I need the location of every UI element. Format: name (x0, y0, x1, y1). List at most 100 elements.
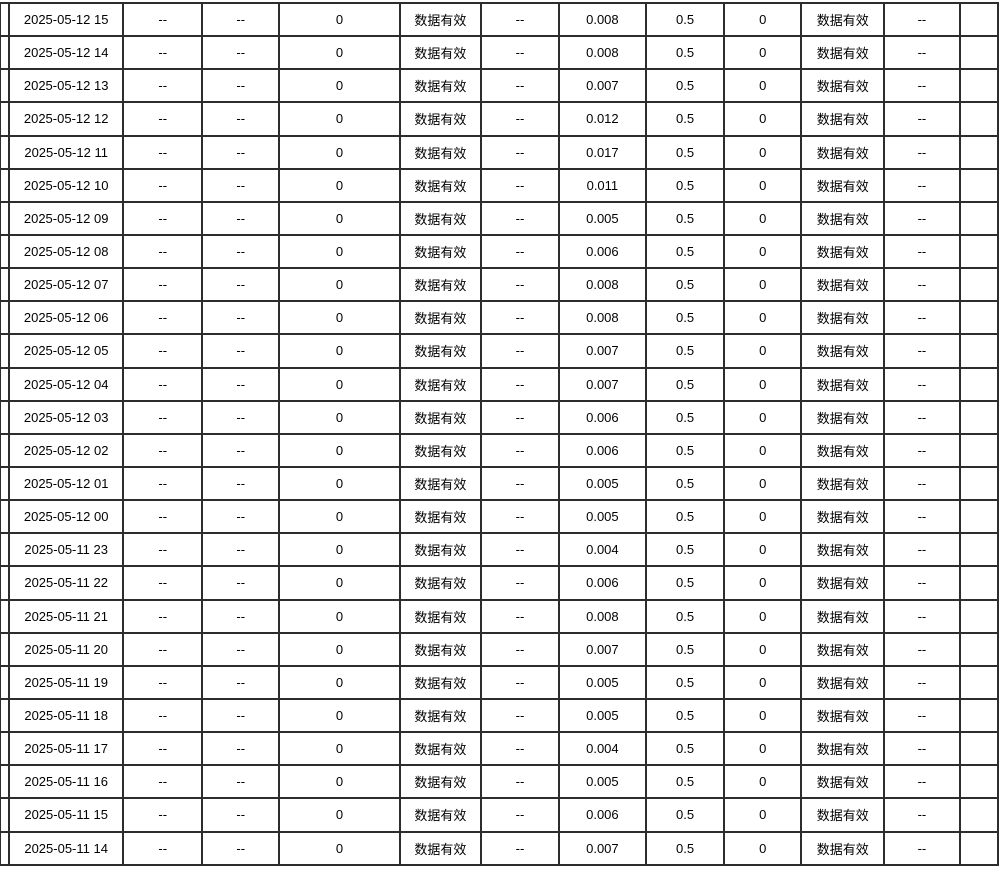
value-cell-8: -- (883, 399, 961, 435)
value-cell-7: 0 (723, 134, 803, 170)
value-cell-7: 0 (723, 333, 803, 369)
clipped-cell-right (958, 499, 1000, 535)
status-cell-1: 数据有效 (398, 499, 483, 535)
status-cell-1: 数据有效 (398, 631, 483, 667)
value-cell-6: 0.5 (645, 399, 726, 435)
status-cell-2: 数据有效 (800, 764, 886, 800)
status-cell-2: 数据有效 (800, 830, 886, 866)
value-cell-4: -- (480, 465, 560, 502)
clipped-cell-right (958, 1, 1000, 38)
value-cell-7: 0 (723, 101, 803, 137)
clipped-cell-left (0, 664, 10, 700)
value-cell-5: 0.005 (557, 499, 648, 535)
value-cell-3: 0 (278, 200, 401, 236)
value-cell-3: 0 (278, 697, 401, 734)
value-cell-7: 0 (723, 366, 803, 402)
clipped-cell-right (958, 697, 1000, 734)
value-cell-8: -- (883, 233, 961, 270)
clipped-cell-left (0, 68, 10, 104)
value-cell-8: -- (883, 797, 961, 833)
clipped-cell-right (958, 134, 1000, 170)
status-cell-2: 数据有效 (800, 797, 886, 833)
value-cell-7: 0 (723, 631, 803, 667)
value-cell-6: 0.5 (645, 300, 726, 336)
status-cell-1: 数据有效 (398, 233, 483, 270)
value-cell-2: -- (200, 631, 281, 667)
value-cell-7: 0 (723, 200, 803, 236)
status-cell-2: 数据有效 (800, 499, 886, 535)
value-cell-7: 0 (723, 499, 803, 535)
value-cell-5: 0.008 (557, 1, 648, 38)
value-cell-5: 0.004 (557, 532, 648, 568)
value-cell-2: -- (200, 499, 281, 535)
status-cell-2: 数据有效 (800, 532, 886, 568)
table-row: 2025-05-11 22 -- -- 0 数据有效 -- 0.006 0.5 … (0, 565, 1000, 601)
table-row: 2025-05-11 19 -- -- 0 数据有效 -- 0.005 0.5 … (0, 664, 1000, 700)
value-cell-4: -- (480, 797, 560, 833)
value-cell-2: -- (200, 565, 281, 601)
timestamp-cell: 2025-05-11 14 (7, 830, 125, 866)
status-cell-1: 数据有效 (398, 731, 483, 767)
value-cell-1: -- (122, 1, 203, 38)
status-cell-1: 数据有效 (398, 465, 483, 502)
table-row: 2025-05-11 15 -- -- 0 数据有效 -- 0.006 0.5 … (0, 797, 1000, 833)
value-cell-2: -- (200, 664, 281, 700)
timestamp-cell: 2025-05-11 23 (7, 532, 125, 568)
status-cell-1: 数据有效 (398, 598, 483, 634)
status-cell-2: 数据有效 (800, 432, 886, 468)
status-cell-1: 数据有效 (398, 200, 483, 236)
value-cell-6: 0.5 (645, 664, 726, 700)
value-cell-1: -- (122, 167, 203, 203)
value-cell-4: -- (480, 432, 560, 468)
table-row: 2025-05-12 06 -- -- 0 数据有效 -- 0.008 0.5 … (0, 300, 1000, 336)
clipped-cell-left (0, 797, 10, 833)
value-cell-3: 0 (278, 399, 401, 435)
value-cell-8: -- (883, 35, 961, 71)
value-cell-2: -- (200, 598, 281, 634)
value-cell-8: -- (883, 465, 961, 502)
status-cell-2: 数据有效 (800, 631, 886, 667)
value-cell-3: 0 (278, 267, 401, 303)
value-cell-6: 0.5 (645, 233, 726, 270)
value-cell-2: -- (200, 764, 281, 800)
status-cell-1: 数据有效 (398, 333, 483, 369)
value-cell-8: -- (883, 333, 961, 369)
value-cell-6: 0.5 (645, 631, 726, 667)
value-cell-5: 0.017 (557, 134, 648, 170)
timestamp-cell: 2025-05-12 03 (7, 399, 125, 435)
timestamp-cell: 2025-05-12 15 (7, 1, 125, 38)
status-cell-2: 数据有效 (800, 68, 886, 104)
value-cell-7: 0 (723, 830, 803, 866)
clipped-cell-right (958, 565, 1000, 601)
table-row: 2025-05-12 11 -- -- 0 数据有效 -- 0.017 0.5 … (0, 134, 1000, 170)
clipped-cell-right (958, 631, 1000, 667)
value-cell-3: 0 (278, 631, 401, 667)
clipped-cell-left (0, 432, 10, 468)
value-cell-7: 0 (723, 68, 803, 104)
value-cell-2: -- (200, 200, 281, 236)
value-cell-5: 0.008 (557, 300, 648, 336)
clipped-cell-left (0, 731, 10, 767)
status-cell-2: 数据有效 (800, 399, 886, 435)
value-cell-8: -- (883, 631, 961, 667)
value-cell-1: -- (122, 68, 203, 104)
timestamp-cell: 2025-05-11 18 (7, 697, 125, 734)
status-cell-1: 数据有效 (398, 1, 483, 38)
value-cell-4: -- (480, 532, 560, 568)
status-cell-1: 数据有效 (398, 565, 483, 601)
value-cell-4: -- (480, 830, 560, 866)
value-cell-1: -- (122, 101, 203, 137)
table-row: 2025-05-11 17 -- -- 0 数据有效 -- 0.004 0.5 … (0, 731, 1000, 767)
value-cell-1: -- (122, 465, 203, 502)
value-cell-3: 0 (278, 598, 401, 634)
value-cell-8: -- (883, 565, 961, 601)
timestamp-cell: 2025-05-12 00 (7, 499, 125, 535)
value-cell-5: 0.005 (557, 764, 648, 800)
timestamp-cell: 2025-05-12 06 (7, 300, 125, 336)
value-cell-7: 0 (723, 300, 803, 336)
status-cell-2: 数据有效 (800, 333, 886, 369)
value-cell-2: -- (200, 101, 281, 137)
value-cell-7: 0 (723, 598, 803, 634)
value-cell-5: 0.007 (557, 366, 648, 402)
